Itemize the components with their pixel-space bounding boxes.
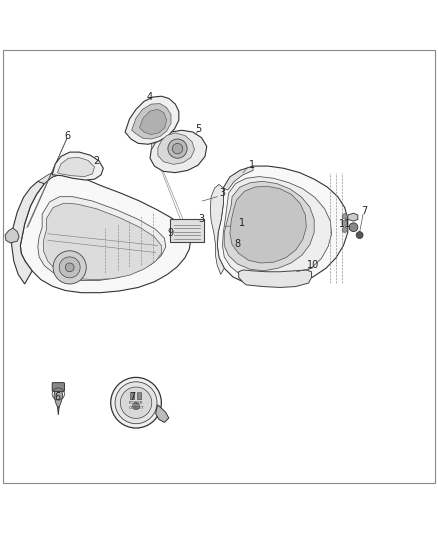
Polygon shape (125, 96, 179, 144)
Polygon shape (57, 157, 95, 176)
Text: 9: 9 (167, 228, 173, 238)
Circle shape (59, 257, 80, 278)
Polygon shape (132, 103, 171, 139)
Polygon shape (150, 130, 207, 173)
Text: 1: 1 (249, 160, 255, 170)
Polygon shape (348, 213, 358, 221)
Text: POWER: POWER (129, 401, 143, 405)
Text: 7: 7 (361, 206, 367, 216)
Polygon shape (38, 197, 166, 280)
FancyBboxPatch shape (170, 219, 204, 243)
Text: 10: 10 (307, 260, 319, 270)
Polygon shape (155, 405, 169, 422)
Polygon shape (223, 166, 253, 190)
Text: 1: 1 (239, 218, 245, 228)
Polygon shape (217, 166, 348, 286)
Polygon shape (210, 184, 224, 274)
FancyBboxPatch shape (52, 383, 64, 391)
Circle shape (172, 143, 183, 154)
Circle shape (111, 377, 161, 428)
Circle shape (53, 251, 86, 284)
Text: 2: 2 (93, 156, 99, 166)
Circle shape (168, 139, 187, 158)
Circle shape (342, 214, 347, 219)
Polygon shape (5, 228, 19, 243)
FancyBboxPatch shape (138, 393, 142, 400)
Polygon shape (20, 174, 191, 293)
Circle shape (115, 382, 157, 424)
Circle shape (65, 263, 74, 272)
Text: 3: 3 (198, 214, 205, 224)
Polygon shape (224, 181, 314, 271)
Polygon shape (158, 133, 194, 164)
Polygon shape (140, 109, 166, 135)
Text: 8: 8 (234, 239, 240, 249)
Circle shape (120, 387, 152, 418)
Polygon shape (151, 142, 158, 149)
Polygon shape (230, 186, 306, 263)
Circle shape (356, 231, 363, 239)
Text: 5: 5 (195, 124, 201, 134)
Text: 11: 11 (339, 219, 351, 229)
Polygon shape (54, 391, 63, 407)
Polygon shape (12, 181, 44, 284)
Polygon shape (52, 152, 103, 180)
Polygon shape (38, 171, 86, 183)
FancyBboxPatch shape (131, 393, 135, 400)
Text: OUTLET: OUTLET (128, 406, 144, 410)
Polygon shape (57, 407, 59, 415)
Circle shape (342, 227, 347, 232)
Polygon shape (43, 203, 161, 280)
Circle shape (342, 220, 347, 225)
Text: 7: 7 (129, 392, 136, 402)
Circle shape (133, 403, 140, 410)
Text: 6: 6 (54, 392, 60, 402)
Text: 6: 6 (64, 131, 70, 141)
Circle shape (349, 223, 358, 231)
Polygon shape (239, 270, 311, 287)
Text: 3: 3 (219, 188, 226, 198)
Text: 4: 4 (146, 92, 152, 102)
Polygon shape (223, 176, 332, 281)
